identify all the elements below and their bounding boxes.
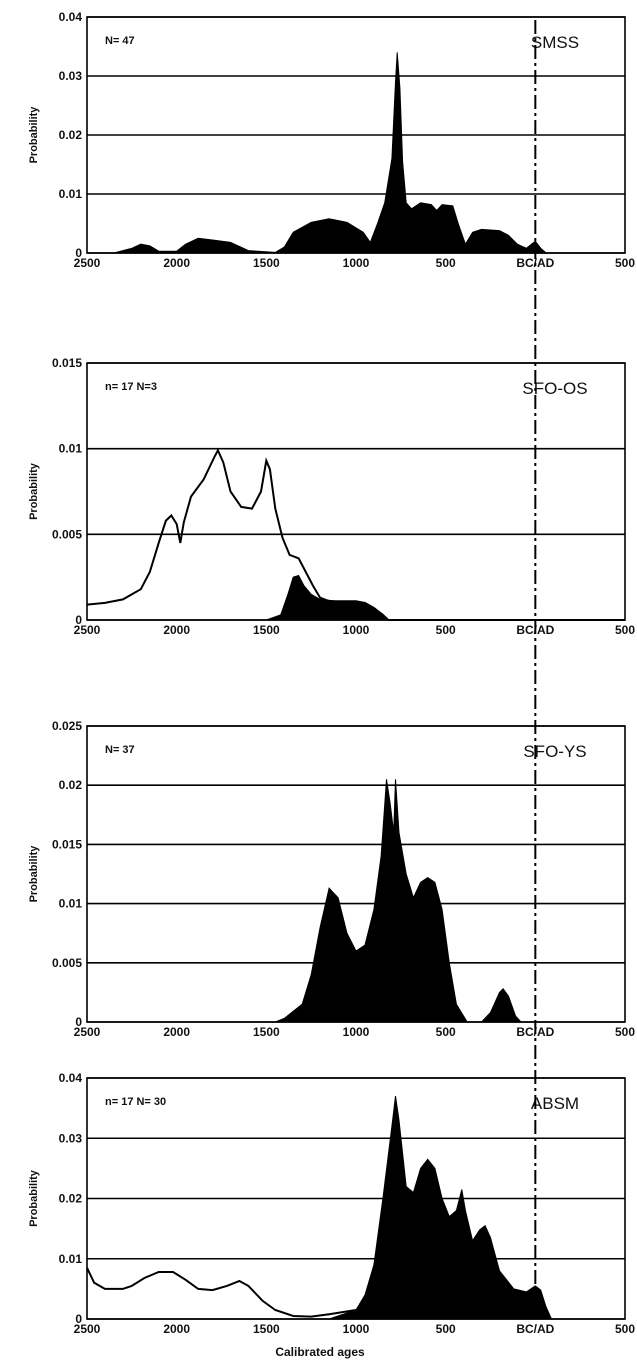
x-tick-label: 500 (436, 256, 456, 270)
panel-sfo-ys: 0 0.005 0.01 0.015 0.02 0.025 2500 2000 1500 1000… (28, 719, 635, 1039)
y-tick-label: 0 (75, 1015, 82, 1029)
x-tick-label: BC/AD (516, 1322, 554, 1336)
y-tick-label: 0.01 (59, 1252, 83, 1266)
y-axis-label: Probability (28, 1169, 40, 1227)
sample-size-note: N= 37 (105, 744, 135, 756)
panel-smss: 00.010.020.030.042500200015001000500BC/A… (28, 10, 635, 270)
y-tick-label: 0.005 (52, 527, 82, 541)
y-tick-label: 0 (75, 1312, 82, 1326)
x-tick-label: 500 (436, 1322, 456, 1336)
y-axis-label: Probability (28, 845, 40, 903)
x-tick-label: 2500 (74, 1322, 101, 1336)
x-tick-label: 1500 (253, 623, 280, 637)
y-tick-label: 0 (75, 246, 82, 260)
x-tick-label: 500 (436, 623, 456, 637)
x-tick-label: 2000 (163, 1322, 190, 1336)
y-axis-label: Probability (28, 462, 40, 520)
x-tick-label: 2500 (74, 623, 101, 637)
density-area (328, 1096, 625, 1320)
x-tick-label: 500 (615, 1322, 635, 1336)
density-curve (86, 1267, 375, 1318)
panel-title: SFO-OS (522, 379, 587, 398)
x-tick-label: 1500 (253, 256, 280, 270)
panel-title: SMSS (531, 33, 579, 52)
y-tick-label: 0.04 (59, 1071, 83, 1085)
x-tick-label: 1000 (343, 623, 370, 637)
y-tick-label: 0.03 (59, 1131, 83, 1145)
panel-title: SFO-YS (523, 742, 586, 761)
x-tick-label: 1500 (253, 1322, 280, 1336)
x-tick-label: 2000 (163, 1025, 190, 1039)
y-tick-label: 0.01 (59, 442, 83, 456)
x-tick-label: 1000 (343, 1322, 370, 1336)
x-tick-label: 1000 (343, 1025, 370, 1039)
x-tick-label: 1500 (253, 1025, 280, 1039)
x-tick-label: 500 (615, 1025, 635, 1039)
x-tick-label: 500 (615, 623, 635, 637)
y-tick-label: 0.015 (52, 356, 82, 370)
sample-size-note: n= 17 N=3 (105, 381, 157, 393)
x-tick-label: 2500 (74, 256, 101, 270)
density-area (87, 52, 625, 254)
y-tick-label: 0.01 (59, 897, 83, 911)
x-tick-label: 1000 (343, 256, 370, 270)
x-tick-label: 500 (615, 256, 635, 270)
y-tick-label: 0.04 (59, 10, 83, 24)
y-tick-label: 0 (75, 613, 82, 627)
x-tick-label: 2000 (163, 256, 190, 270)
y-tick-label: 0.03 (59, 69, 83, 83)
x-axis-label: Calibrated ages (275, 1345, 365, 1359)
y-tick-label: 0.02 (59, 128, 83, 142)
y-tick-label: 0.005 (52, 956, 82, 970)
x-tick-label: 500 (436, 1025, 456, 1039)
y-axis-label: Probability (28, 106, 40, 164)
x-tick-label: 2000 (163, 623, 190, 637)
plot-frame (86, 362, 626, 621)
density-area (275, 779, 625, 1023)
sample-size-note: N= 47 (105, 35, 135, 47)
y-tick-label: 0.015 (52, 837, 82, 851)
y-tick-label: 0.01 (59, 187, 83, 201)
y-tick-label: 0.02 (59, 1192, 83, 1206)
y-tick-label: 0.025 (52, 719, 82, 733)
panel-absm: 0 0.01 0.02 0.03 0.04 2500 2000 1500 1000 500 BC/A… (28, 1071, 635, 1336)
x-tick-label: 2500 (74, 1025, 101, 1039)
panel-sfo-os: 00.0050.010.0152500200015001000500BC/AD5… (28, 356, 635, 637)
y-tick-label: 0.02 (59, 778, 83, 792)
sample-size-note: n= 17 N= 30 (105, 1096, 166, 1108)
density-curve (86, 448, 625, 621)
density-area (266, 574, 390, 621)
panel-title: ABSM (531, 1094, 579, 1113)
